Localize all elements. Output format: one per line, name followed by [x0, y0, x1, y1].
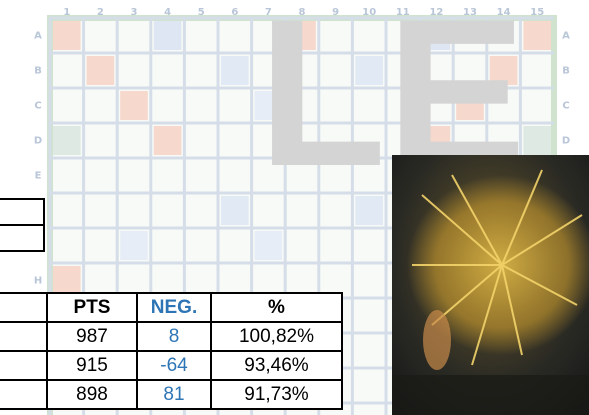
row-label: C — [562, 101, 569, 112]
board-square — [523, 21, 551, 50]
score-cell: 81 — [137, 380, 211, 409]
score-cell: 8 — [137, 322, 211, 351]
row-label: H — [34, 276, 42, 287]
row-label: D — [562, 136, 570, 147]
header-cell: % — [211, 293, 342, 322]
row-label: D — [34, 136, 42, 147]
board-square — [53, 266, 81, 295]
board-square — [255, 231, 283, 260]
row-label: C — [34, 101, 41, 112]
score-cell: 93,46% — [211, 351, 342, 380]
photo — [392, 155, 589, 415]
empty-cell — [0, 199, 44, 225]
row-label: B — [562, 66, 570, 77]
row-label: A — [34, 31, 42, 42]
score-cell: 91,73% — [211, 380, 342, 409]
board-square — [154, 21, 182, 50]
empty-cell — [0, 380, 47, 409]
column-label: 15 — [530, 7, 544, 18]
score-cell: -64 — [137, 351, 211, 380]
board-square — [523, 126, 551, 155]
empty-cell — [0, 293, 47, 322]
row-label: A — [562, 31, 570, 42]
board-square — [53, 21, 81, 50]
header-cell: PTS — [47, 293, 137, 322]
board-square — [221, 196, 249, 225]
row-label: B — [34, 66, 42, 77]
header-row: PTS NEG. % — [0, 293, 342, 322]
empty-cell — [0, 322, 47, 351]
column-label: 1 — [63, 7, 70, 18]
board-square — [154, 126, 182, 155]
empty-cell — [0, 351, 47, 380]
board-square — [120, 231, 148, 260]
board-square — [53, 126, 81, 155]
column-label: 4 — [164, 7, 171, 18]
empty-cell — [0, 225, 44, 251]
score-cell: 898 — [47, 380, 137, 409]
row-label: E — [35, 171, 42, 182]
board-square — [221, 56, 249, 85]
score-cell: 915 — [47, 351, 137, 380]
score-cell: 100,82% — [211, 322, 342, 351]
header-cell: NEG. — [137, 293, 211, 322]
column-label: 3 — [131, 7, 138, 18]
column-label: 6 — [231, 7, 238, 18]
board-square — [120, 91, 148, 120]
board-square — [87, 56, 115, 85]
empty-box — [0, 198, 45, 252]
column-label: 5 — [198, 7, 205, 18]
page: {"board": {"columns": ["1","2","3","4","… — [0, 0, 589, 415]
column-label: 2 — [97, 7, 104, 18]
score-cell: 987 — [47, 322, 137, 351]
